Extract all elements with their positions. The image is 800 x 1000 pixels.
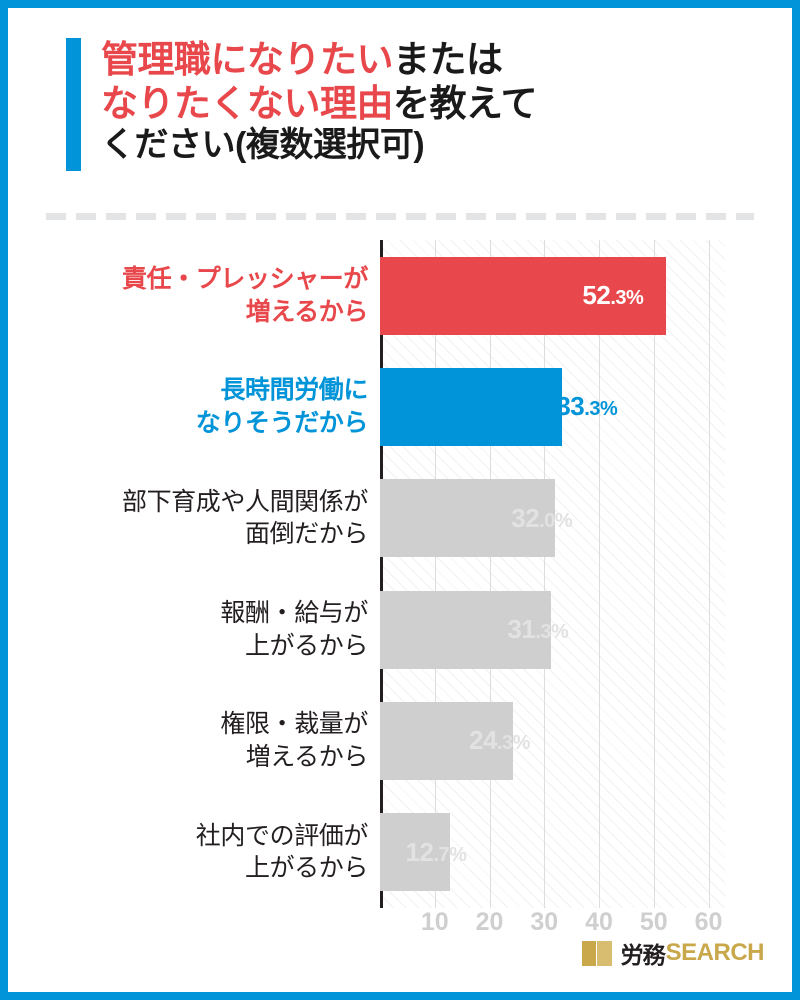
bar-category-label: 長時間労働に なりそうだから	[195, 376, 369, 437]
title-line3: ください(複数選択可)	[101, 126, 425, 165]
bar-value-label: 12.7%	[405, 836, 467, 867]
bar-row: 長時間労働に なりそうだから	[28, 351, 772, 462]
bar-category-label: 責任・プレッシャーが 増えるから	[121, 265, 368, 326]
bar-row: 部下育成や人間関係が 面倒だから	[28, 463, 772, 574]
title-line2-black: を教えて	[393, 82, 538, 124]
bar-value-label: 31.3%	[507, 614, 569, 645]
bar-rows: 責任・プレッシャーが 増えるから 52.3% 長時間労働に なりそうだから 33.3%…	[28, 240, 772, 908]
x-tick-10: 10	[420, 908, 449, 936]
gridline-50	[653, 240, 655, 908]
plot-area	[380, 240, 725, 908]
bar-row: 権限・裁量が 増えるから	[28, 685, 772, 796]
x-tick-50: 50	[639, 908, 668, 936]
bar-3	[380, 479, 556, 558]
bar-category-label: 社内での評価が 上がるから	[195, 821, 369, 883]
bar-1	[380, 256, 667, 335]
logo-en-text: SEARCH	[665, 939, 765, 966]
gridline-60	[708, 240, 710, 908]
bar-container: 12.7%	[380, 797, 772, 908]
bar-category-label: 権限・裁量が 増えるから	[220, 710, 368, 771]
gridline-20	[489, 240, 491, 908]
bar-value-label: 24.3%	[469, 725, 530, 756]
book-icon	[581, 940, 612, 966]
x-tick-40: 40	[585, 908, 613, 936]
gridline-40	[599, 240, 601, 908]
page-title: 管理職になりたいまたは なりたくない理由を教えて ください(複数選択可)	[66, 38, 538, 171]
bar-row: 報酬・給与が 上がるから	[28, 574, 772, 685]
bar-container: 33.3%	[380, 351, 772, 462]
bar-container: 32.0%	[380, 463, 772, 574]
y-axis-line	[380, 240, 383, 908]
x-axis-ticks: 10 20 30 40 50 60	[380, 908, 772, 944]
bar-4	[380, 590, 552, 669]
bar-container: 24.3%	[380, 685, 772, 796]
brand-logo: 労務 SEARCH	[581, 938, 765, 968]
bar-6	[380, 813, 450, 892]
bar-value-label: 33.3%	[556, 391, 618, 422]
bar-chart: 責任・プレッシャーが 増えるから 52.3% 長時間労働に なりそうだから 33.3%…	[28, 240, 772, 940]
bar-2	[380, 367, 563, 446]
x-tick-60: 60	[694, 908, 723, 936]
bar-category-label: 部下育成や人間関係が 面倒だから	[121, 487, 368, 549]
title-accent-bar	[66, 38, 81, 171]
bar-container: 52.3%	[380, 240, 772, 351]
section-divider	[46, 213, 754, 220]
bar-category-label: 報酬・給与が 上がるから	[220, 599, 368, 660]
title-text: 管理職になりたいまたは なりたくない理由を教えて ください(複数選択可)	[101, 38, 538, 165]
title-line1-black: または	[393, 39, 503, 80]
bar-5	[380, 701, 514, 780]
bar-container: 31.3%	[380, 574, 772, 685]
x-tick-20: 20	[475, 908, 504, 936]
bar-row: 社内での評価が 上がるから	[28, 797, 772, 908]
title-line2-red: なりたくない理由	[101, 82, 394, 124]
bar-value-label: 52.3%	[582, 280, 644, 311]
title-line1-red: 管理職になりたい	[101, 39, 394, 80]
x-tick-30: 30	[530, 908, 559, 936]
logo-jp-text: 労務	[620, 942, 666, 968]
gridline-30	[544, 240, 546, 908]
bar-row: 責任・プレッシャーが 増えるから	[28, 240, 772, 351]
bar-value-label: 32.0%	[511, 502, 573, 533]
infographic-canvas: 管理職になりたいまたは なりたくない理由を教えて ください(複数選択可) 責任・…	[8, 8, 792, 992]
gridline-10	[434, 240, 436, 908]
